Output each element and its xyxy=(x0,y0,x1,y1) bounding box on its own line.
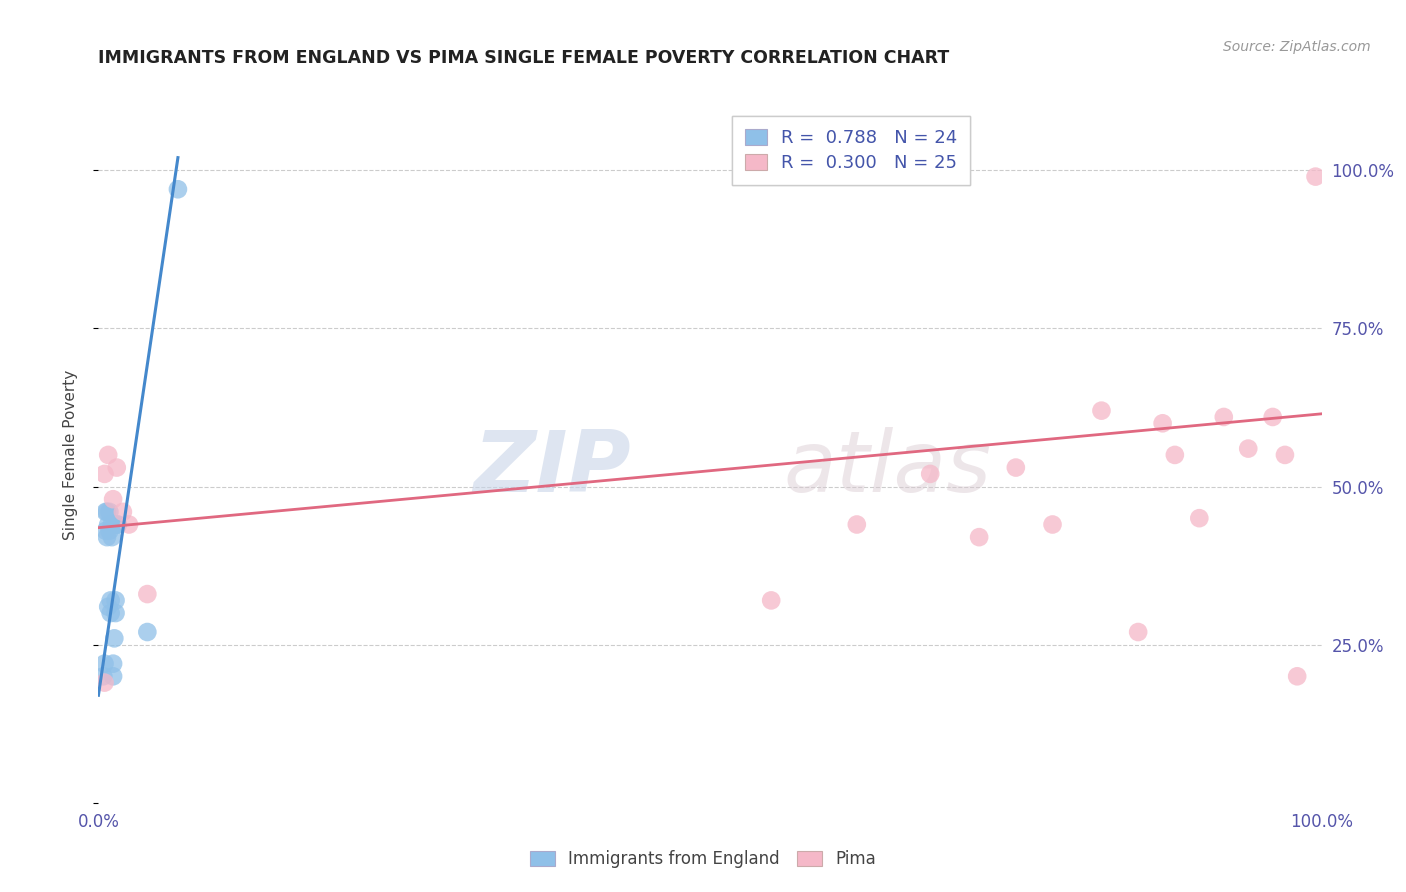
Text: Source: ZipAtlas.com: Source: ZipAtlas.com xyxy=(1223,40,1371,54)
Point xyxy=(1004,460,1026,475)
Point xyxy=(136,587,159,601)
Point xyxy=(761,593,783,607)
Point xyxy=(1286,669,1309,683)
Point xyxy=(845,517,868,532)
Point xyxy=(93,675,115,690)
Text: atlas: atlas xyxy=(783,427,991,510)
Point xyxy=(98,524,121,538)
Point xyxy=(1152,417,1174,431)
Text: IMMIGRANTS FROM ENGLAND VS PIMA SINGLE FEMALE POVERTY CORRELATION CHART: IMMIGRANTS FROM ENGLAND VS PIMA SINGLE F… xyxy=(98,49,949,67)
Point xyxy=(1042,517,1064,532)
Point xyxy=(1164,448,1187,462)
Point xyxy=(94,505,117,519)
Point xyxy=(1128,625,1150,640)
Point xyxy=(97,599,120,614)
Point xyxy=(167,182,190,196)
Point xyxy=(105,460,128,475)
Point xyxy=(1261,409,1284,424)
Point xyxy=(96,530,118,544)
Point xyxy=(1212,409,1234,424)
Point xyxy=(111,505,134,519)
Point xyxy=(101,657,124,671)
Point xyxy=(104,606,127,620)
Point xyxy=(100,593,122,607)
Point xyxy=(1237,442,1260,456)
Point xyxy=(101,492,124,507)
Point xyxy=(136,625,159,640)
Point xyxy=(96,505,118,519)
Point xyxy=(94,524,117,538)
Point xyxy=(93,657,115,671)
Point xyxy=(1305,169,1327,184)
Point xyxy=(103,517,125,532)
Point xyxy=(1274,448,1296,462)
Point xyxy=(101,669,124,683)
Point xyxy=(920,467,942,481)
Point xyxy=(97,517,120,532)
Point xyxy=(100,606,122,620)
Point xyxy=(104,593,127,607)
Point xyxy=(107,517,129,532)
Y-axis label: Single Female Poverty: Single Female Poverty xyxy=(63,370,77,540)
Point xyxy=(118,517,141,532)
Point xyxy=(101,517,124,532)
Legend: Immigrants from England, Pima: Immigrants from England, Pima xyxy=(523,844,883,875)
Point xyxy=(101,530,124,544)
Point xyxy=(1090,403,1112,417)
Point xyxy=(967,530,990,544)
Point xyxy=(105,517,128,532)
Text: ZIP: ZIP xyxy=(472,427,630,510)
Point xyxy=(98,505,121,519)
Legend: R =  0.788   N = 24, R =  0.300   N = 25: R = 0.788 N = 24, R = 0.300 N = 25 xyxy=(733,116,970,186)
Point xyxy=(1188,511,1211,525)
Point xyxy=(91,669,114,683)
Point xyxy=(93,467,115,481)
Point xyxy=(97,448,120,462)
Point xyxy=(103,632,125,646)
